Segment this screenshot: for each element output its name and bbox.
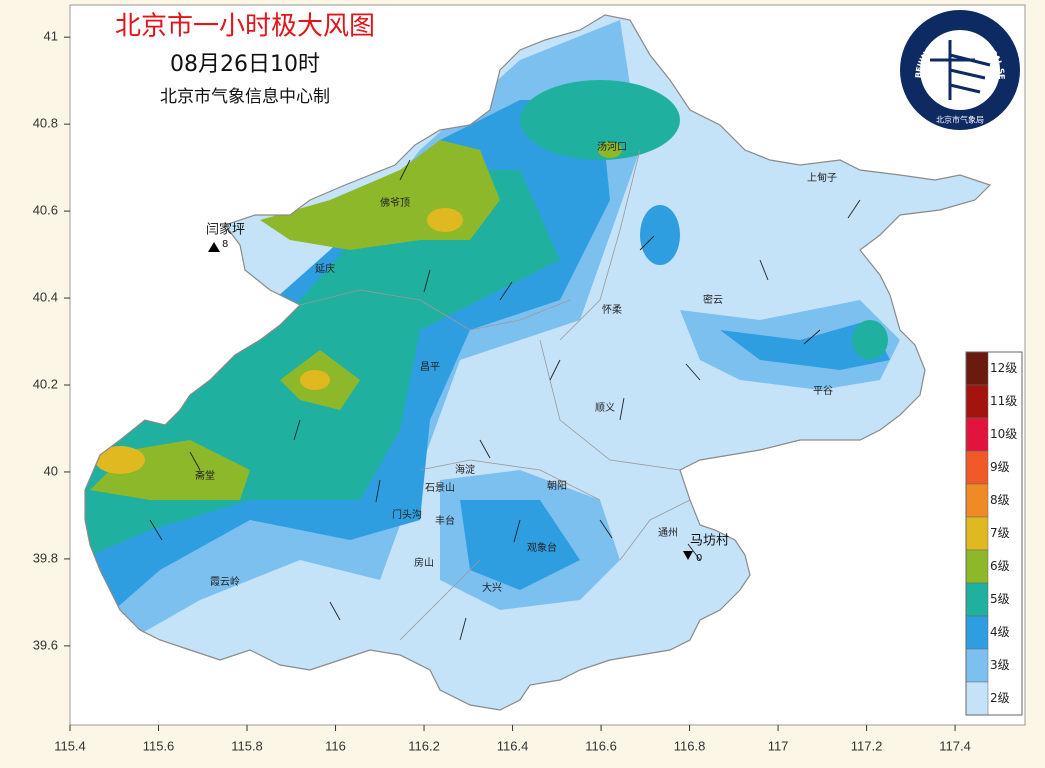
logo-text-cn: 北京市气象局 (936, 115, 984, 125)
legend-label: 9级 (990, 460, 1010, 474)
x-tick-label: 115.6 (143, 738, 175, 753)
place-label: 通州 (658, 527, 678, 539)
legend-label: 11级 (990, 394, 1017, 408)
place-label: 平谷 (813, 385, 833, 397)
legend-swatch (965, 582, 989, 617)
place-label: 海淀 (455, 463, 475, 476)
legend-swatch (965, 450, 989, 485)
place-label: 房山 (414, 556, 434, 569)
legend-swatch (965, 417, 989, 452)
place-label: 斋堂 (195, 469, 215, 482)
station-value: 8 (222, 239, 228, 250)
legend-swatch (965, 384, 989, 419)
wind-barbs (149, 159, 861, 641)
legend-label: 3级 (990, 658, 1010, 672)
station-name: 闫家坪 (206, 222, 245, 238)
district-border (299, 149, 691, 641)
y-tick-label: 39.8 (33, 550, 58, 565)
legend-swatch (965, 516, 989, 551)
place-label: 观象台 (527, 541, 557, 554)
y-tick-label: 40 (44, 463, 58, 478)
map-producer: 北京市气象信息中心制 (160, 87, 330, 107)
x-tick-label: 116 (325, 738, 346, 753)
legend-label: 4级 (990, 625, 1010, 639)
x-tick-label: 116.4 (497, 738, 529, 753)
station-marker (208, 242, 220, 252)
legend-label: 12级 (990, 361, 1017, 375)
legend-label: 6级 (990, 559, 1010, 573)
place-label: 石景山 (425, 482, 455, 494)
place-label: 怀柔 (602, 304, 622, 316)
legend-swatch (965, 648, 989, 683)
x-tick-label: 116.2 (408, 738, 440, 753)
x-tick-label: 116.6 (585, 738, 617, 753)
map-time: 08月26日10时 (170, 52, 320, 77)
place-label: 大兴 (482, 581, 502, 594)
place-label: 延庆 (315, 262, 335, 275)
x-tick-label: 117 (768, 738, 789, 753)
place-label: 佛爷顶 (380, 196, 410, 209)
place-label: 顺义 (595, 402, 615, 414)
y-tick-label: 40.8 (33, 116, 58, 131)
x-tick-label: 116.8 (674, 738, 706, 753)
legend-label: 2级 (990, 691, 1010, 705)
place-label: 汤河口 (597, 140, 627, 153)
station-name: 马坊村 (690, 534, 729, 549)
place-label: 霞云岭 (210, 575, 240, 588)
legend-label: 5级 (990, 592, 1010, 606)
y-tick-label: 40.2 (33, 376, 58, 391)
x-tick-label: 117.4 (939, 738, 971, 753)
place-label: 昌平 (420, 361, 440, 373)
legend-label: 8级 (990, 493, 1010, 507)
y-tick-label: 40.6 (33, 203, 58, 218)
legend-swatch (965, 615, 989, 650)
y-tick-label: 41 (44, 29, 58, 44)
legend-frame (965, 351, 1023, 716)
x-tick-label: 115.8 (231, 738, 263, 753)
place-label: 朝阳 (547, 480, 567, 492)
station-value: 0 (696, 553, 702, 564)
legend-label: 10级 (990, 427, 1017, 441)
x-tick-label: 115.4 (54, 738, 86, 753)
legend-swatch (965, 351, 989, 386)
y-tick-label: 40.4 (33, 289, 58, 304)
legend-swatch (965, 681, 989, 716)
x-tick-label: 117.2 (851, 738, 883, 753)
legend-swatch (965, 483, 989, 518)
station-marker (683, 551, 693, 560)
place-label: 门头沟 (392, 508, 422, 521)
place-label: 丰台 (435, 514, 455, 527)
y-tick-label: 39.6 (33, 637, 58, 652)
legend-label: 7级 (990, 526, 1010, 540)
map-title: 北京市一小时极大风图 (115, 12, 375, 42)
place-label: 上甸子 (807, 171, 837, 184)
legend-swatch (965, 549, 989, 584)
place-label: 密云 (703, 293, 723, 306)
